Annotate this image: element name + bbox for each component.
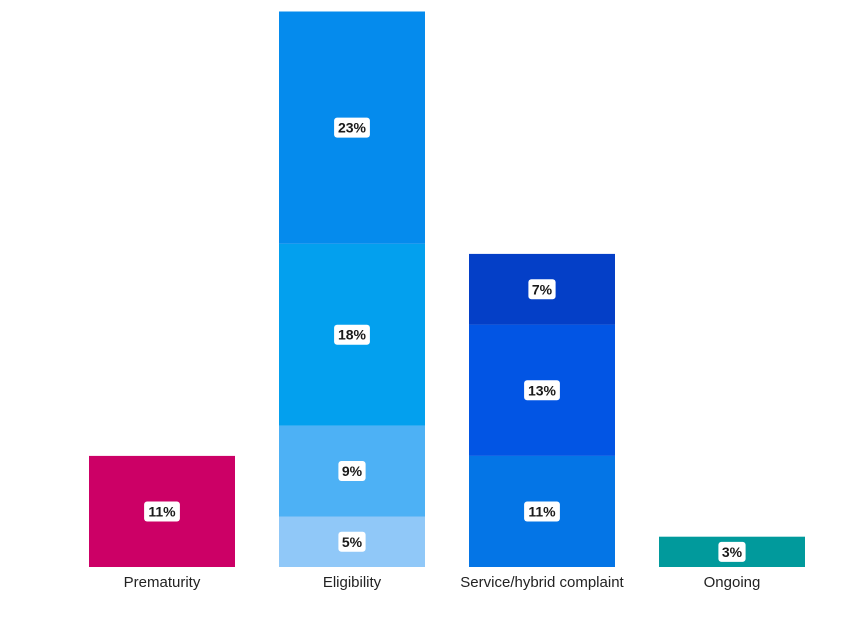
data-label-text: 11% xyxy=(528,503,556,519)
data-label-box xyxy=(528,279,556,300)
data-label-text: 7% xyxy=(532,281,553,297)
data-label-text: 5% xyxy=(342,534,363,550)
data-label-box xyxy=(524,501,560,522)
data-label-text: 13% xyxy=(528,382,557,398)
data-label-service-hybrid-complaint-2: 7% xyxy=(528,279,556,300)
category-label-ongoing: Ongoing xyxy=(704,574,761,591)
data-label-eligibility-1: 9% xyxy=(338,461,366,482)
bars-layer xyxy=(89,11,805,567)
data-label-box xyxy=(524,380,560,401)
data-label-text: 3% xyxy=(722,544,743,560)
data-label-text: 23% xyxy=(338,120,367,136)
data-label-eligibility-3: 23% xyxy=(334,117,370,138)
data-label-box xyxy=(338,461,366,482)
category-label-service-hybrid-complaint: Service/hybrid complaint xyxy=(460,574,624,591)
data-label-service-hybrid-complaint-0: 11% xyxy=(524,501,560,522)
category-label-eligibility: Eligibility xyxy=(323,574,382,591)
data-label-box xyxy=(334,324,370,345)
data-label-box xyxy=(338,531,366,552)
data-label-box xyxy=(718,541,746,562)
data-label-text: 11% xyxy=(148,503,176,519)
labels-layer: 11% 5% 9% 18% 23% 11% 13% 7% 3% xyxy=(144,117,746,562)
data-label-text: 18% xyxy=(338,327,367,343)
data-label-box xyxy=(144,501,180,522)
data-label-ongoing-0: 3% xyxy=(718,541,746,562)
data-label-box xyxy=(334,117,370,138)
category-label-prematurity: Prematurity xyxy=(124,574,201,591)
data-label-eligibility-0: 5% xyxy=(338,531,366,552)
data-label-prematurity-0: 11% xyxy=(144,501,180,522)
data-label-eligibility-2: 18% xyxy=(334,324,370,345)
category-labels: Prematurity Eligibility Service/hybrid com… xyxy=(124,574,761,591)
data-label-text: 9% xyxy=(342,463,363,479)
data-label-service-hybrid-complaint-1: 13% xyxy=(524,380,560,401)
